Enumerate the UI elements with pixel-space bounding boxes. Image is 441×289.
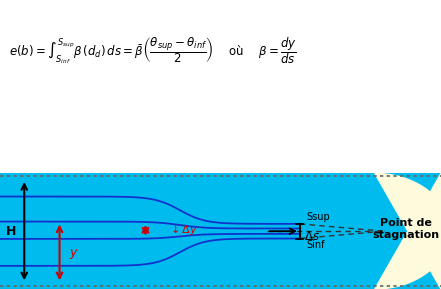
Text: $\downarrow\Delta y$: $\downarrow\Delta y$ bbox=[168, 222, 198, 237]
Polygon shape bbox=[375, 173, 441, 289]
Text: $\Delta s$: $\Delta s$ bbox=[304, 229, 320, 242]
Text: Sinf: Sinf bbox=[306, 240, 325, 251]
Text: Ssup: Ssup bbox=[306, 212, 330, 222]
Text: $e(b) = \int_{S_{inf}}^{S_{sup}} \beta\,(d_d)\,ds = \bar{\beta}\left(\dfrac{\the: $e(b) = \int_{S_{inf}}^{S_{sup}} \beta\,… bbox=[9, 35, 297, 66]
Text: y: y bbox=[69, 246, 76, 259]
Text: H: H bbox=[6, 225, 16, 238]
Text: Point de
stagnation: Point de stagnation bbox=[372, 218, 439, 240]
